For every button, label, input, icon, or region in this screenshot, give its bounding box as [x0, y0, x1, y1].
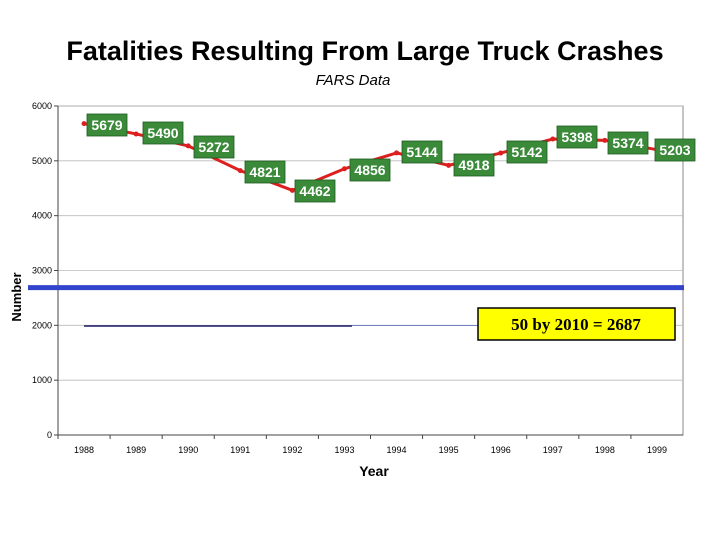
data-label: 5398 — [561, 129, 592, 145]
data-label-box — [86, 113, 128, 137]
data-point — [185, 143, 191, 149]
target-callout-label: 50 by 2010 = 2687 — [511, 315, 641, 334]
y-tick-label: 5000 — [32, 156, 52, 166]
y-tick-label: 2000 — [32, 320, 52, 330]
data-point — [237, 168, 243, 174]
x-tick-label: 1999 — [647, 445, 667, 455]
y-tick-label: 6000 — [32, 101, 52, 111]
data-label-box — [453, 153, 495, 177]
data-label: 4856 — [354, 162, 385, 178]
data-point — [81, 121, 87, 127]
x-tick-label: 1997 — [543, 445, 563, 455]
data-label: 5203 — [659, 142, 690, 158]
y-tick-label: 3000 — [32, 266, 52, 276]
data-point — [341, 166, 347, 172]
data-label: 4462 — [299, 183, 330, 199]
chart-title: Fatalities Resulting From Large Truck Cr… — [66, 36, 664, 66]
y-tick-label: 1000 — [32, 375, 52, 385]
data-point — [289, 187, 295, 193]
x-tick-label: 1988 — [74, 445, 94, 455]
x-tick-label: 1990 — [178, 445, 198, 455]
y-tick-label: 4000 — [32, 211, 52, 221]
x-tick-label: 1991 — [230, 445, 250, 455]
data-label-box — [401, 140, 443, 164]
x-axis-label: Year — [359, 463, 389, 479]
data-point — [446, 162, 452, 168]
data-label: 5374 — [612, 135, 643, 151]
data-label-box — [193, 135, 235, 159]
x-tick-label: 1995 — [439, 445, 459, 455]
y-axis-label: Number — [9, 272, 24, 321]
data-label-box — [244, 160, 286, 184]
data-point — [498, 150, 504, 156]
data-label-box — [294, 179, 336, 203]
x-tick-label: 1994 — [387, 445, 407, 455]
data-label: 5679 — [91, 117, 122, 133]
target-callout-box — [477, 307, 676, 341]
data-label: 4918 — [458, 157, 489, 173]
data-point — [394, 150, 400, 156]
data-label-box — [142, 121, 184, 145]
data-label: 5142 — [511, 144, 542, 160]
data-point — [550, 136, 556, 142]
data-point — [602, 137, 608, 143]
x-tick-label: 1996 — [491, 445, 511, 455]
data-label: 5490 — [147, 125, 178, 141]
x-tick-label: 1992 — [282, 445, 302, 455]
y-tick-label: 0 — [47, 430, 52, 440]
x-tick-label: 1998 — [595, 445, 615, 455]
x-tick-label: 1993 — [334, 445, 354, 455]
data-point — [133, 131, 139, 137]
data-label: 4821 — [249, 164, 280, 180]
data-label: 5272 — [198, 139, 229, 155]
data-label-box — [556, 125, 598, 149]
x-tick-label: 1989 — [126, 445, 146, 455]
data-label-box — [654, 138, 696, 162]
chart-subtitle: FARS Data — [315, 72, 391, 89]
data-label-box — [349, 158, 391, 182]
data-label-box — [506, 140, 548, 164]
data-label-box — [607, 131, 649, 155]
data-label: 5144 — [406, 144, 437, 160]
